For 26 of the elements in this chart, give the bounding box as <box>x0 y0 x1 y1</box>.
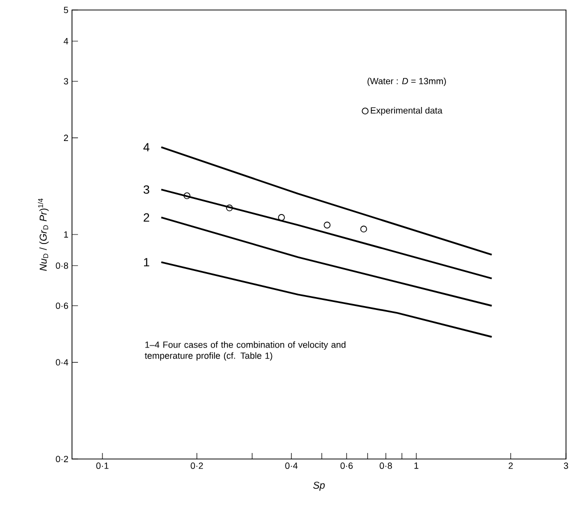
y-tick-label: 0·6 <box>56 302 68 309</box>
series-label: 4 <box>143 143 150 152</box>
x-tick-label: 0·6 <box>340 462 353 469</box>
y-axis-title: Nu$_{D}$ / (Gr$_{D}$ Pr)$^{1/4}$ <box>38 198 49 271</box>
y-tick-label: 1 <box>64 231 68 238</box>
y-tick-label: 5 <box>64 6 68 14</box>
series-label: 3 <box>144 185 150 194</box>
x-tick-label: 0·2 <box>190 462 203 469</box>
x-tick-label: 1 <box>414 462 418 469</box>
annotation: (Water : D = 13mm) <box>368 78 446 86</box>
y-tick-label: 0·2 <box>56 456 68 462</box>
y-tick-label: 0·4 <box>56 359 68 366</box>
x-axis-title: Sp <box>313 482 325 491</box>
y-tick-label: 4 <box>64 38 68 44</box>
x-tick-label: 2 <box>508 462 513 469</box>
y-tick-label: 3 <box>64 78 68 84</box>
y-tick-label: 2 <box>64 134 68 141</box>
x-tick-label: 0·4 <box>285 462 298 469</box>
annotation: 1–4 Four cases of the combination of velocity and temperature profile (cf. Table 1) <box>144 341 346 361</box>
y-tick-label: 0·8 <box>56 262 68 269</box>
x-tick-label: 0·1 <box>96 462 108 469</box>
x-tick-label: 0·8 <box>380 462 392 469</box>
x-tick-label: 3 <box>564 462 568 469</box>
series-label: 2 <box>144 213 150 222</box>
legend-label: Experimental data <box>370 107 442 116</box>
series-label: 1 <box>144 258 150 266</box>
